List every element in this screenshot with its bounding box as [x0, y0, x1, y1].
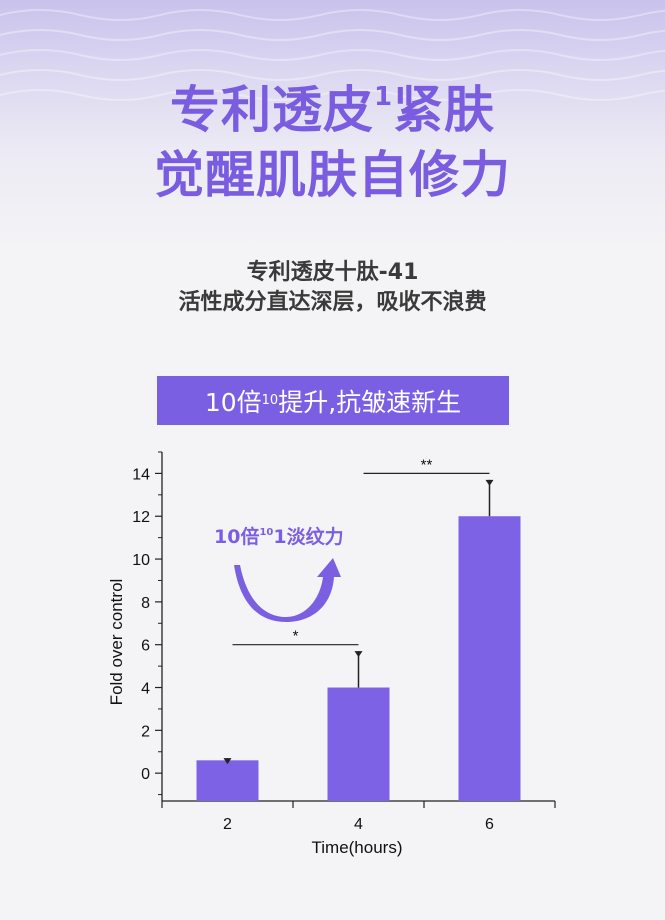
y-tick-label: 6	[141, 638, 150, 655]
hero-background	[0, 0, 665, 250]
x-axis-title: Time(hours)	[312, 838, 403, 857]
headline-line-1-main: 专利透皮	[169, 81, 374, 139]
x-tick-label: 6	[485, 816, 494, 833]
y-tick-label: 12	[132, 509, 150, 526]
subtitle-line-1: 专利透皮十肽-41	[246, 260, 419, 285]
bar-6	[458, 516, 521, 801]
error-cap-2	[223, 758, 232, 765]
callout-pre: 10倍	[214, 526, 260, 548]
bar-4	[327, 687, 390, 801]
x-tick-label: 4	[354, 816, 363, 833]
banner-pre: 10倍	[204, 387, 262, 417]
y-tick-label: 8	[141, 595, 150, 612]
banner-post: 提升,抗皱速新生	[278, 387, 462, 417]
error-cap-4	[354, 651, 363, 658]
y-tick-label: 2	[141, 723, 150, 740]
y-tick-label: 0	[141, 766, 150, 783]
headline-line-2: 觉醒肌肤自修力	[154, 146, 511, 204]
x-tick-label: 2	[223, 816, 232, 833]
curved-arrow-icon	[234, 558, 341, 622]
subtitle-line-2: 活性成分直达深层，吸收不浪费	[178, 290, 487, 315]
error-cap-6	[485, 479, 494, 486]
wave-texture	[0, 9, 665, 101]
claim-banner: 10倍 10 提升,抗皱速新生	[157, 376, 509, 425]
headline-footnote: 1	[373, 82, 394, 112]
callout-post: 1淡纹力	[273, 526, 344, 548]
y-tick-label: 14	[132, 466, 150, 483]
chart-bars	[196, 516, 521, 801]
chart-significance: ***	[232, 456, 490, 646]
headline-line-1-tail: 紧肤	[393, 81, 496, 139]
callout-label: 10倍101淡纹力	[214, 522, 384, 549]
bar-2	[196, 760, 259, 801]
callout-footnote: 10	[259, 527, 274, 538]
significance-label: **	[421, 456, 433, 473]
significance-label: *	[293, 628, 299, 645]
y-axis-title: Fold over control	[107, 579, 126, 706]
headline-line-1: 专利透皮1紧肤	[0, 80, 665, 140]
y-tick-label: 10	[132, 552, 150, 569]
chart-error-bars	[223, 479, 494, 765]
y-tick-label: 4	[141, 681, 150, 698]
